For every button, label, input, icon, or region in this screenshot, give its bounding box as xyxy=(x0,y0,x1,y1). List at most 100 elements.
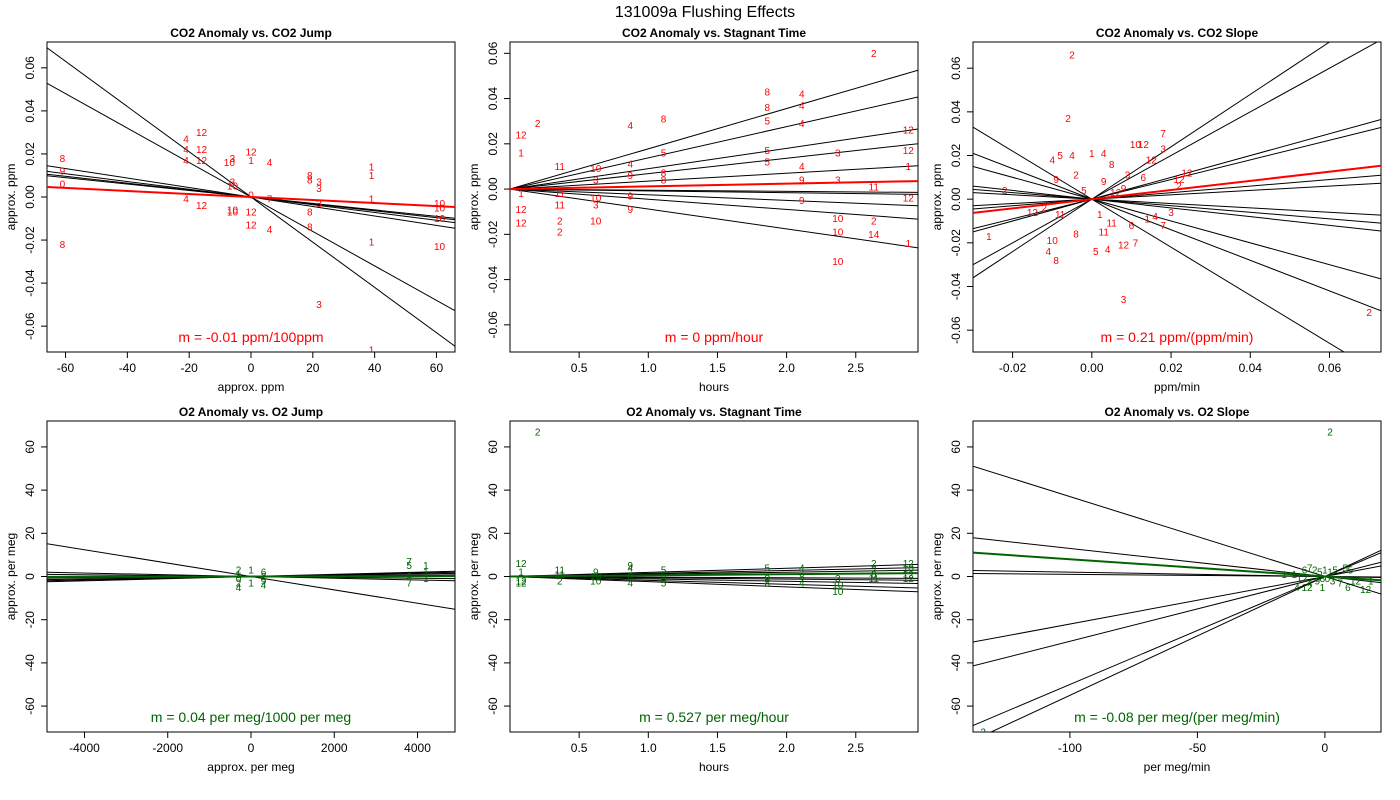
x-tick-label: -20 xyxy=(181,361,199,375)
data-point: 4 xyxy=(1294,583,1300,594)
x-tick-label: 0 xyxy=(248,361,255,375)
data-point: 12 xyxy=(1118,241,1130,252)
regression-line xyxy=(973,42,1379,266)
data-point: 2 xyxy=(1327,427,1333,438)
data-point: 4 xyxy=(1105,245,1111,256)
mean-fit-line xyxy=(510,180,918,191)
data-point: 2 xyxy=(871,566,877,577)
data-point: 1 xyxy=(248,566,254,577)
x-tick-label: 60 xyxy=(430,361,444,375)
slope-annotation: m = 0.21 ppm/(ppm/min) xyxy=(1101,329,1254,345)
y-tick-label: 60 xyxy=(949,440,963,454)
y-tick-label: 20 xyxy=(23,526,37,540)
data-point: 11 xyxy=(555,200,566,211)
data-point: 12 xyxy=(196,145,208,156)
data-point: 4 xyxy=(183,195,189,206)
x-tick-label: 2000 xyxy=(321,741,348,755)
regression-line xyxy=(973,465,1381,595)
data-point: 1 xyxy=(248,578,254,589)
data-point: 3 xyxy=(593,176,599,187)
y-tick-label: -0.04 xyxy=(949,273,963,301)
regression-line xyxy=(510,188,918,195)
data-point: 10 xyxy=(590,576,602,587)
figure-title: 131009a Flushing Effects xyxy=(615,4,795,21)
data-point: 2 xyxy=(236,566,242,577)
data-point: 11 xyxy=(555,566,566,577)
data-point: 1 xyxy=(906,162,912,173)
data-point: 4 xyxy=(628,578,634,589)
data-point: 12 xyxy=(1181,168,1193,179)
data-point: 5 xyxy=(406,561,412,572)
chart-panels: CO2 Anomaly vs. CO2 Jump-60 -40 -20 0 20 40 60… xyxy=(4,26,1382,774)
data-point: 11 xyxy=(555,189,566,200)
y-tick-label: 0 xyxy=(949,573,963,580)
data-point: 12 xyxy=(516,559,528,570)
data-point: 4 xyxy=(628,563,634,574)
data-point: 8 xyxy=(307,223,313,234)
data-point: 4 xyxy=(261,581,267,592)
data-point: 7 xyxy=(406,578,412,589)
regression-line xyxy=(973,182,1381,207)
x-tick-label: -100 xyxy=(1058,741,1082,755)
data-point: 8 xyxy=(1073,230,1079,241)
data-point: 3 xyxy=(835,176,841,187)
data-point: 3 xyxy=(835,574,841,585)
data-point: 3 xyxy=(316,300,322,311)
data-point: 9 xyxy=(799,176,805,187)
regression-lines xyxy=(47,47,455,347)
y-tick-label: -0.04 xyxy=(486,266,500,294)
data-point: 10 xyxy=(832,257,844,268)
data-point: 10 xyxy=(590,572,602,583)
y-tick-label: -60 xyxy=(486,697,500,715)
data-point: 4 xyxy=(1069,151,1075,162)
x-tick-label: -4000 xyxy=(69,741,100,755)
data-point: 8 xyxy=(764,87,770,98)
regression-line xyxy=(510,128,918,190)
data-point: 8 xyxy=(799,572,805,583)
y-axis-label: approx. ppm xyxy=(4,164,18,231)
data-point: 7 xyxy=(267,195,273,206)
x-tick-label: 0.04 xyxy=(1239,361,1263,375)
y-tick-label: 0.00 xyxy=(486,177,500,201)
data-point: 11 xyxy=(869,182,880,193)
data-point: 10 xyxy=(903,563,915,574)
y-tick-label: -20 xyxy=(486,611,500,629)
regression-line xyxy=(973,174,1381,210)
data-point: 0 xyxy=(236,574,242,585)
data-point: 10 xyxy=(832,228,844,239)
data-point: 5 xyxy=(764,117,770,128)
data-point: 4 xyxy=(799,101,805,112)
data-point: 12 xyxy=(516,576,528,587)
data-point: 10 xyxy=(590,216,602,227)
slope-annotation: m = -0.01 ppm/100ppm xyxy=(178,329,323,345)
data-point: 7 xyxy=(406,557,412,568)
y-tick-label: -0.02 xyxy=(949,229,963,257)
data-point: 1 xyxy=(518,189,524,200)
regression-line xyxy=(510,96,918,190)
data-point: 9 xyxy=(799,196,805,207)
data-point: 1 xyxy=(369,162,375,173)
chart-panel: O2 Anomaly vs. Stagnant Time 0.5 1.0 1.5 2.0… xyxy=(467,405,919,774)
x-tick-label: 0 xyxy=(1322,741,1329,755)
y-tick-label: -0.06 xyxy=(486,311,500,339)
data-point: 0 xyxy=(60,180,66,191)
chart-title: O2 Anomaly vs. O2 Jump xyxy=(179,405,323,419)
x-tick-label: 0.00 xyxy=(1080,361,1104,375)
y-tick-label: 0.02 xyxy=(949,144,963,168)
mean-fit-line xyxy=(47,186,455,208)
data-point: 3 xyxy=(1168,208,1174,219)
regression-line xyxy=(973,185,1381,232)
x-tick-label: 0.06 xyxy=(1318,361,1342,375)
data-point: 8 xyxy=(764,578,770,589)
data-point: 9 xyxy=(593,568,599,579)
y-tick-label: 40 xyxy=(949,483,963,497)
regression-line xyxy=(510,69,918,190)
data-point: 2 xyxy=(557,216,563,227)
data-point: 1 xyxy=(369,171,375,182)
data-point: 4 xyxy=(799,90,805,101)
y-tick-label: -0.06 xyxy=(949,316,963,344)
y-tick-label: 0.06 xyxy=(486,41,500,65)
x-axis-label: per meg/min xyxy=(1144,760,1211,774)
data-point: 8 xyxy=(60,154,66,165)
data-point: 7 xyxy=(1160,221,1166,232)
